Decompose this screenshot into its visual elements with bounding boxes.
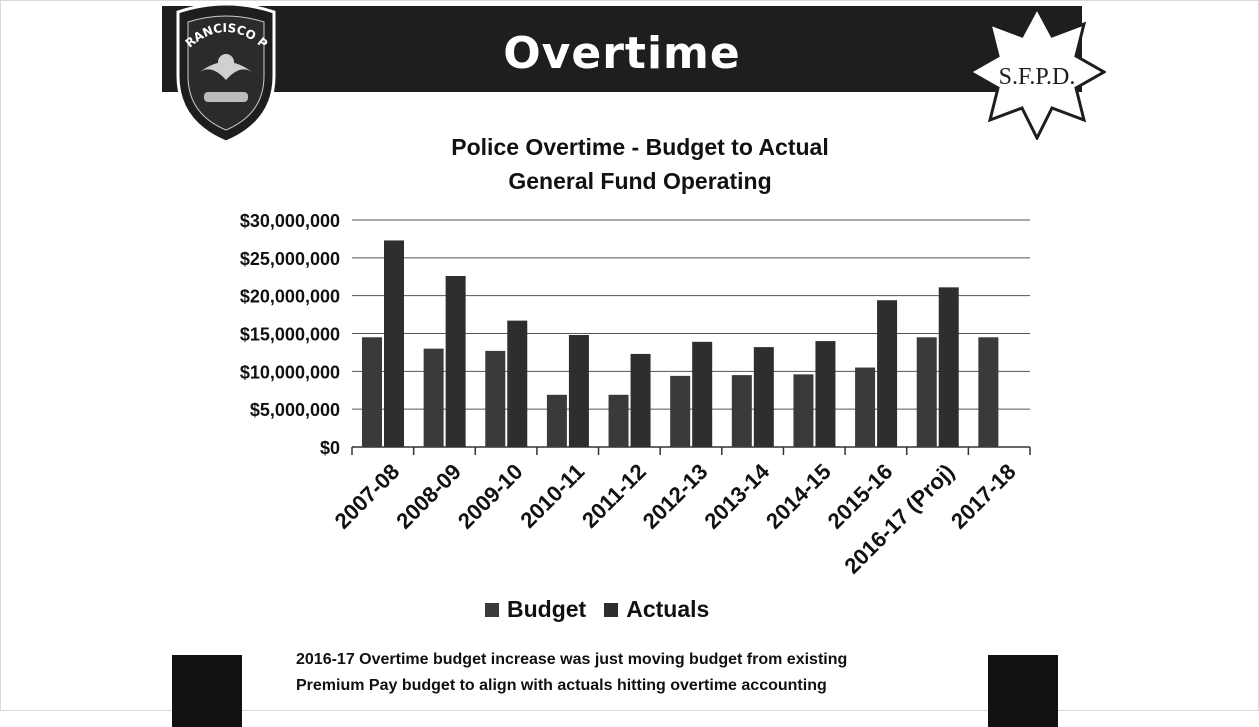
bar-budget bbox=[978, 337, 999, 447]
star-logo-text: S.F.P.D. bbox=[999, 64, 1076, 90]
y-tick-label: $5,000,000 bbox=[250, 400, 340, 420]
bar-budget bbox=[855, 367, 876, 447]
legend-swatch-actuals bbox=[604, 602, 619, 617]
x-tick-label: 2017-18 bbox=[946, 459, 1021, 534]
bar-actuals bbox=[938, 287, 959, 447]
y-tick-label: $10,000,000 bbox=[240, 362, 340, 382]
bar-budget bbox=[793, 374, 814, 447]
x-tick-label: 2008-09 bbox=[391, 459, 466, 534]
bar-actuals bbox=[877, 300, 898, 447]
bar-budget bbox=[731, 375, 752, 447]
chart-title-line2: General Fund Operating bbox=[508, 168, 772, 194]
x-tick-label: 2012-13 bbox=[638, 459, 713, 534]
chart-title: Police Overtime - Budget to Actual Gener… bbox=[330, 130, 950, 198]
footnote-line2: Premium Pay budget to align with actuals… bbox=[296, 677, 827, 694]
bar-actuals bbox=[815, 341, 836, 447]
bar-budget bbox=[670, 375, 691, 447]
bar-budget bbox=[916, 337, 937, 447]
bar-budget bbox=[608, 394, 629, 447]
police-badge-logo: SAN FRANCISCO POLICE bbox=[170, 2, 276, 144]
bar-budget bbox=[485, 350, 506, 447]
x-tick-label: 2007-08 bbox=[330, 459, 405, 534]
x-tick-label: 2009-10 bbox=[453, 459, 528, 534]
legend-swatch-budget bbox=[485, 602, 499, 617]
bar-actuals bbox=[507, 320, 528, 447]
chart-title-line1: Police Overtime - Budget to Actual bbox=[451, 134, 829, 160]
bar-actuals bbox=[630, 353, 651, 447]
x-tick-label: 2013-14 bbox=[699, 458, 774, 533]
bar-budget bbox=[362, 337, 382, 447]
y-tick-label: $15,000,000 bbox=[240, 325, 340, 345]
chart-legend: Budget Actuals bbox=[485, 596, 727, 623]
y-tick-label: $25,000,000 bbox=[240, 249, 340, 269]
bar-actuals bbox=[692, 341, 713, 447]
bar-budget bbox=[423, 348, 444, 447]
note-box-right bbox=[988, 655, 1058, 727]
legend-item-actuals: Actuals bbox=[604, 596, 709, 623]
bar-actuals bbox=[445, 275, 466, 447]
footnote: 2016-17 Overtime budget increase was jus… bbox=[296, 647, 986, 699]
note-box-left bbox=[172, 655, 242, 727]
bar-actuals bbox=[568, 335, 589, 447]
x-tick-label: 2011-12 bbox=[577, 459, 651, 533]
y-tick-label: $20,000,000 bbox=[240, 287, 340, 307]
x-tick-label: 2016-17 (Proj) bbox=[839, 459, 959, 579]
slide-title: Overtime bbox=[503, 28, 741, 79]
y-tick-label: $30,000,000 bbox=[240, 211, 340, 231]
footnote-line1: 2016-17 Overtime budget increase was jus… bbox=[296, 651, 848, 668]
x-tick-label: 2014-15 bbox=[761, 459, 836, 534]
bar-actuals bbox=[753, 347, 774, 447]
legend-item-budget: Budget bbox=[485, 596, 586, 623]
bar-budget bbox=[546, 394, 567, 447]
legend-label-actuals: Actuals bbox=[626, 596, 710, 622]
legend-label-budget: Budget bbox=[507, 596, 587, 622]
sfpd-star-logo: S.F.P.D. bbox=[968, 6, 1106, 140]
bar-chart: $0 $5,000,000 $10,000,000 $15,000,000 $20,00… bbox=[240, 211, 1031, 579]
title-banner: Overtime bbox=[162, 6, 1082, 92]
y-tick-label: $0 bbox=[320, 438, 340, 458]
x-tick-label: 2010-11 bbox=[515, 459, 589, 533]
bar-actuals bbox=[384, 240, 404, 447]
